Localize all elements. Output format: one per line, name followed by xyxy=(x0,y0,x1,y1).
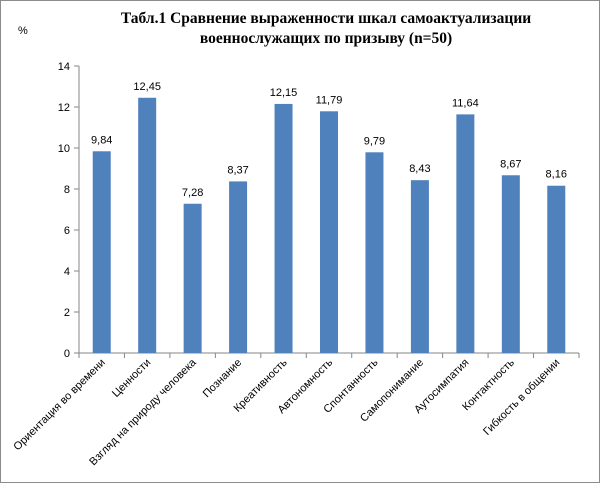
bar xyxy=(501,175,520,353)
data-label: 11,79 xyxy=(316,94,343,106)
data-label: 7,28 xyxy=(182,187,203,199)
x-category-label: Познание xyxy=(201,357,244,400)
y-tick-label: 4 xyxy=(64,266,70,278)
x-category-label: Гибкость в общении xyxy=(481,357,562,438)
bar xyxy=(365,152,384,353)
data-label: 8,67 xyxy=(500,158,521,170)
y-tick-label: 10 xyxy=(58,143,70,155)
chart-title: Табл.1 Сравнение выраженности шкал самоа… xyxy=(120,10,532,47)
x-category-label: Ценности xyxy=(110,357,153,400)
data-label: 9,79 xyxy=(364,135,385,147)
data-label: 12,45 xyxy=(133,81,161,93)
data-label: 8,16 xyxy=(546,169,567,181)
y-tick-label: 6 xyxy=(64,225,70,237)
data-label: 8,43 xyxy=(409,163,430,175)
bar xyxy=(456,114,475,353)
data-label: 12,15 xyxy=(270,87,298,99)
y-tick-label: 0 xyxy=(64,348,70,360)
bar xyxy=(138,97,157,354)
bar xyxy=(547,185,566,353)
data-label: 9,84 xyxy=(91,134,112,146)
y-axis-unit: % xyxy=(18,25,28,37)
bar xyxy=(229,181,248,353)
x-category-label: Ориентация во времени xyxy=(11,357,107,453)
bar xyxy=(410,180,429,353)
y-tick-label: 14 xyxy=(58,61,70,73)
y-tick-label: 2 xyxy=(64,307,70,319)
y-tick-label: 12 xyxy=(58,102,70,114)
bar xyxy=(183,203,202,353)
y-tick-label: 8 xyxy=(64,184,70,196)
bars xyxy=(92,97,566,354)
bar xyxy=(274,103,293,353)
bar xyxy=(320,111,338,354)
bar xyxy=(92,151,111,353)
data-label: 8,37 xyxy=(227,164,248,176)
data-label: 11,64 xyxy=(452,97,479,109)
